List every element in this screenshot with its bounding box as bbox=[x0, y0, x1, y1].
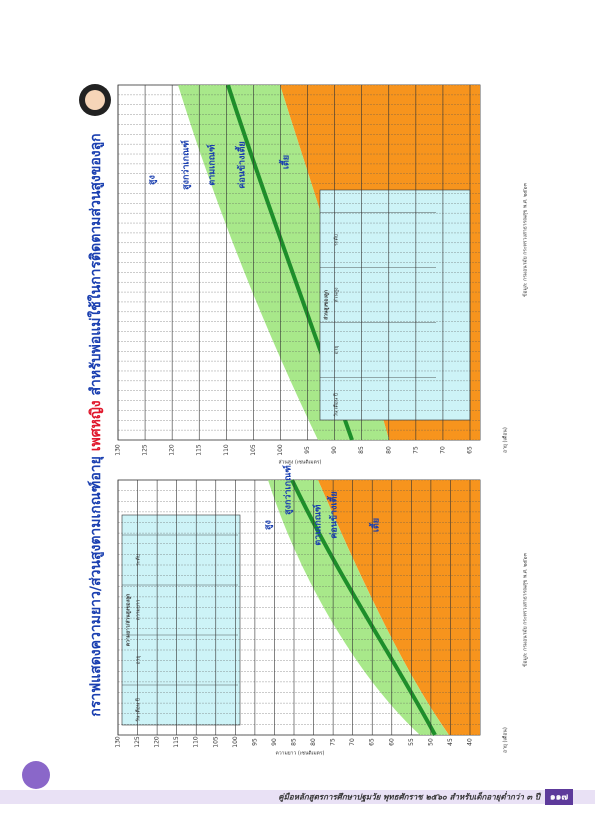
tick-label: 130 bbox=[115, 444, 122, 456]
table-header: วัน เดือน ปี bbox=[333, 393, 340, 417]
tick-label: 95 bbox=[304, 446, 311, 454]
tick-label: 95 bbox=[251, 738, 258, 746]
title-part: กราฟแสดงความยาว/ส่วนสูงตามเกณฑ์อายุ bbox=[87, 456, 104, 717]
footer-band bbox=[0, 790, 595, 804]
table-header: วัน เดือน ปี bbox=[135, 698, 142, 722]
tick-label: 105 bbox=[212, 736, 219, 748]
tick-label: 50 bbox=[427, 738, 434, 746]
table-title: ส่วนสูงของลูก bbox=[323, 290, 331, 320]
axis-label: ส่วนสูง (เซนติเมตร) bbox=[279, 459, 322, 466]
tick-label: 125 bbox=[134, 736, 141, 748]
zone-label: เตี้ย bbox=[369, 518, 382, 532]
tick-label: 90 bbox=[271, 738, 278, 746]
tick-label: 65 bbox=[467, 446, 474, 454]
table-header: ระดับ bbox=[136, 554, 142, 566]
source-note: ข้อมูล: กรมอนามัย กระทรวงสาธารณสุข พ.ศ. … bbox=[522, 183, 529, 297]
zone-label: ตามเกณฑ์ bbox=[206, 144, 218, 185]
tick-label: 75 bbox=[330, 738, 337, 746]
axis-label: อายุ (เดือน) bbox=[502, 427, 509, 453]
title-highlight: เพศหญิง bbox=[88, 400, 104, 451]
tick-label: 100 bbox=[277, 444, 284, 456]
tick-label: 115 bbox=[173, 736, 180, 748]
zone-label: ค่อนข้างเตี้ย bbox=[235, 141, 248, 188]
tick-label: 110 bbox=[223, 444, 230, 456]
zone-label: สูงกว่าเกณฑ์ bbox=[180, 140, 192, 190]
zone-label: ตามเกณฑ์ bbox=[312, 504, 324, 545]
tick-label: 75 bbox=[412, 446, 419, 454]
table-header: ความยาว bbox=[136, 599, 142, 620]
source-note: ข้อมูล: กรมอนามัย กระทรวงสาธารณสุข พ.ศ. … bbox=[522, 553, 529, 667]
grid bbox=[117, 84, 480, 736]
page-title: กราฟแสดงความยาว/ส่วนสูงตามเกณฑ์อายุ เพศห… bbox=[86, 133, 104, 716]
table-header: อายุ bbox=[136, 656, 142, 665]
tick-label: 80 bbox=[385, 446, 392, 454]
tick-label: 65 bbox=[369, 738, 376, 746]
axis-label: ความยาว (เซนติเมตร) bbox=[276, 750, 325, 757]
table-header: อายุ bbox=[334, 346, 340, 355]
tick-label: 70 bbox=[349, 738, 356, 746]
tick-label: 55 bbox=[408, 738, 415, 746]
tick-label: 120 bbox=[154, 736, 161, 748]
tick-label: 70 bbox=[439, 446, 446, 454]
page-number: ๑๑๗ bbox=[550, 793, 568, 803]
tick-label: 85 bbox=[291, 738, 298, 746]
tick-label: 40 bbox=[467, 738, 474, 746]
zone-label: สูง bbox=[148, 175, 158, 185]
axis-label: อายุ (เดือน) bbox=[502, 727, 509, 753]
tick-label: 115 bbox=[196, 444, 203, 456]
title-part: สำหรับพ่อแม่ใช้ในการติดตามส่วนสูงของลูก bbox=[86, 133, 104, 395]
table-header: ระดับ bbox=[334, 234, 340, 246]
tick-label: 60 bbox=[388, 738, 395, 746]
tick-label: 120 bbox=[169, 444, 176, 456]
zone-label: สูงกว่าเกณฑ์ bbox=[282, 465, 294, 515]
tick-label: 45 bbox=[447, 738, 454, 746]
zone-label: ค่อนข้างเตี้ย bbox=[327, 491, 340, 538]
tick-label: 85 bbox=[358, 446, 365, 454]
lower-table bbox=[121, 514, 241, 726]
upper-table bbox=[319, 189, 471, 421]
table-header: ส่วนสูง bbox=[334, 287, 340, 302]
child-face bbox=[85, 90, 105, 110]
tick-label: 125 bbox=[142, 444, 149, 456]
zone-label: สูง bbox=[264, 520, 274, 530]
zone-label: เตี้ย bbox=[279, 155, 292, 169]
girl-icon bbox=[22, 761, 50, 789]
footer-text: คู่มือหลักสูตรการศึกษาปฐมวัย พุทธศักราช … bbox=[278, 791, 542, 803]
page-number-box bbox=[545, 789, 573, 805]
lower-median-band bbox=[290, 479, 437, 736]
tick-label: 90 bbox=[331, 446, 338, 454]
tick-label: 110 bbox=[193, 736, 200, 748]
tick-label: 105 bbox=[250, 444, 257, 456]
tick-label: 80 bbox=[310, 738, 317, 746]
table-title: ความยาว/ส่วนสูงของลูก bbox=[125, 594, 133, 646]
tick-label: 130 bbox=[115, 736, 122, 748]
tick-label: 100 bbox=[232, 736, 239, 748]
